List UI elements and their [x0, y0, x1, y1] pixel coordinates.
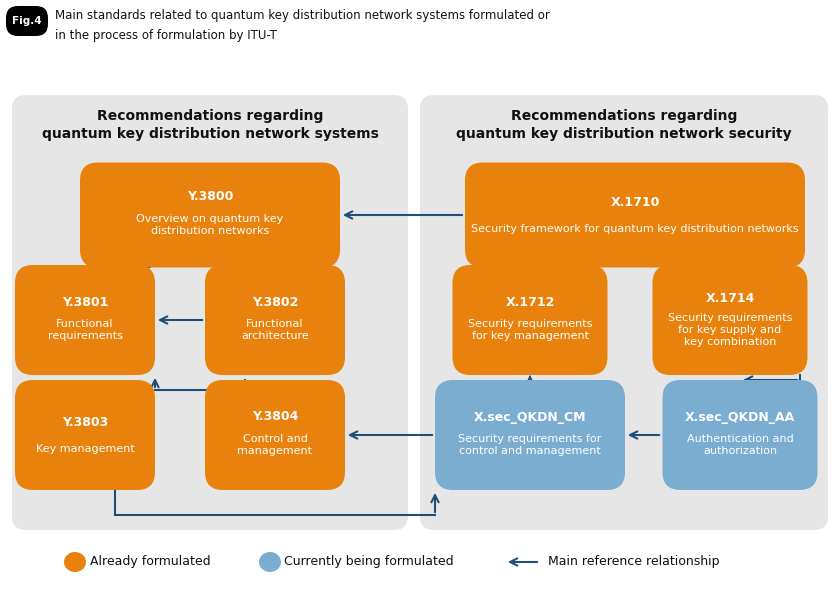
FancyBboxPatch shape — [80, 163, 340, 268]
Text: Main reference relationship: Main reference relationship — [548, 556, 720, 569]
Text: Y.3801: Y.3801 — [62, 295, 108, 308]
FancyBboxPatch shape — [653, 265, 807, 375]
Text: Functional
architecture: Functional architecture — [241, 319, 309, 341]
Text: Control and
management: Control and management — [238, 434, 312, 456]
Text: Recommendations regarding
quantum key distribution network systems: Recommendations regarding quantum key di… — [41, 109, 379, 140]
FancyBboxPatch shape — [15, 380, 155, 490]
Text: Functional
requirements: Functional requirements — [48, 319, 123, 341]
Text: Security requirements for
control and management: Security requirements for control and ma… — [459, 434, 601, 456]
Text: X.1714: X.1714 — [706, 292, 754, 304]
Text: Y.3804: Y.3804 — [252, 410, 298, 424]
Text: Already formulated: Already formulated — [90, 556, 211, 569]
Ellipse shape — [259, 552, 281, 572]
FancyBboxPatch shape — [15, 265, 155, 375]
FancyBboxPatch shape — [6, 6, 48, 36]
Text: X.1710: X.1710 — [611, 196, 659, 209]
FancyBboxPatch shape — [205, 380, 345, 490]
FancyBboxPatch shape — [12, 95, 408, 530]
FancyBboxPatch shape — [663, 380, 817, 490]
Text: Recommendations regarding
quantum key distribution network security: Recommendations regarding quantum key di… — [456, 109, 792, 140]
Text: Fig.4: Fig.4 — [13, 16, 42, 26]
Text: Main standards related to quantum key distribution network systems formulated or: Main standards related to quantum key di… — [55, 8, 550, 22]
Text: X.1712: X.1712 — [506, 295, 554, 308]
Text: Authentication and
authorization: Authentication and authorization — [686, 434, 793, 456]
Text: Currently being formulated: Currently being formulated — [284, 556, 454, 569]
Text: Security requirements
for key management: Security requirements for key management — [468, 319, 592, 341]
Text: Key management: Key management — [35, 444, 134, 454]
FancyBboxPatch shape — [205, 265, 345, 375]
Ellipse shape — [64, 552, 86, 572]
Text: Y.3802: Y.3802 — [252, 295, 298, 308]
Text: Y.3803: Y.3803 — [62, 416, 108, 430]
Text: Security requirements
for key supply and
key combination: Security requirements for key supply and… — [668, 313, 792, 347]
Text: in the process of formulation by ITU-T: in the process of formulation by ITU-T — [55, 28, 277, 41]
FancyBboxPatch shape — [420, 95, 828, 530]
Text: Y.3800: Y.3800 — [186, 191, 234, 203]
Text: X.sec_QKDN_AA: X.sec_QKDN_AA — [685, 410, 795, 424]
FancyBboxPatch shape — [465, 163, 805, 268]
Text: X.sec_QKDN_CM: X.sec_QKDN_CM — [474, 410, 586, 424]
Text: Security framework for quantum key distribution networks: Security framework for quantum key distr… — [471, 224, 799, 234]
FancyBboxPatch shape — [453, 265, 607, 375]
Text: Overview on quantum key
distribution networks: Overview on quantum key distribution net… — [136, 214, 284, 236]
FancyBboxPatch shape — [435, 380, 625, 490]
